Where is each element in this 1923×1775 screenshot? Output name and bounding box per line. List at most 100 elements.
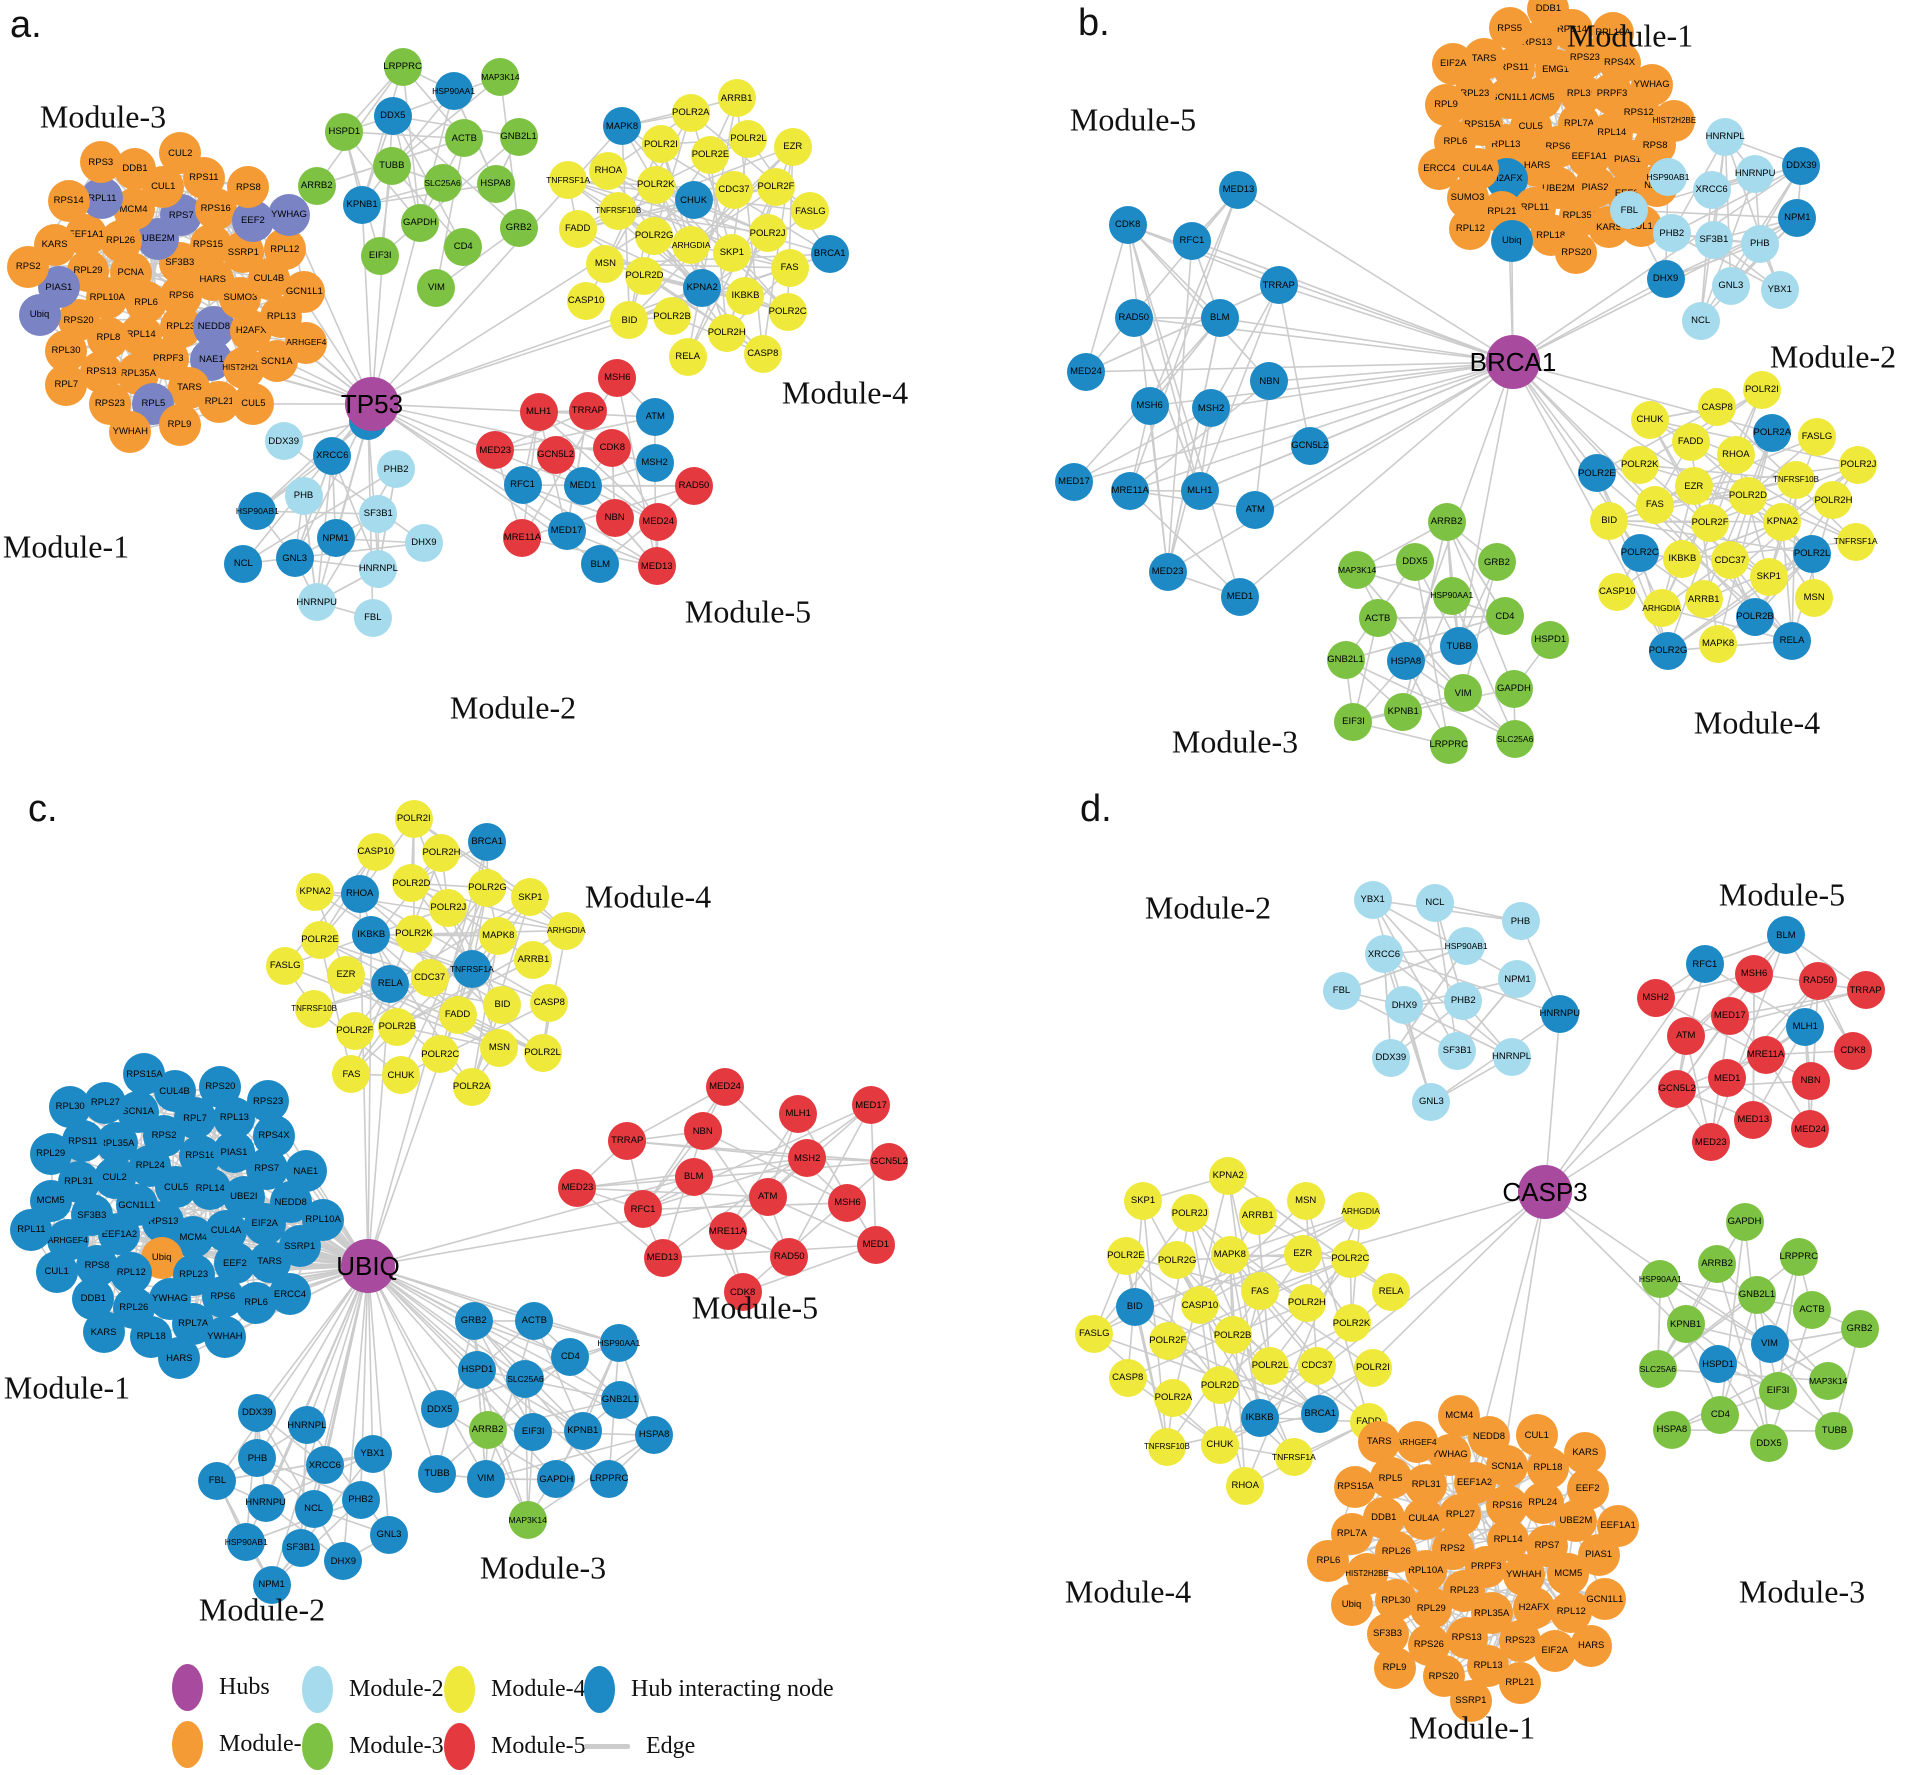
node-FASLG: FASLG [266, 947, 305, 986]
edge [1544, 1013, 1561, 1193]
edge [1129, 380, 1270, 492]
node-CHUK: CHUK [381, 1056, 420, 1095]
node-HSP90AA1: HSP90AA1 [1639, 1259, 1682, 1298]
edge [1671, 164, 1802, 235]
node-TNFRSF1A: TNFRSF1A [1272, 1438, 1316, 1477]
edge [1596, 406, 1718, 475]
node-CDC37: CDC37 [714, 171, 753, 210]
node-VIM: VIM [466, 1460, 505, 1499]
edge [1544, 963, 1706, 1193]
edge [1726, 980, 1819, 1080]
module-label-d-module-1: Module-1 [1408, 1709, 1536, 1746]
node-KPNA2: KPNA2 [1209, 1156, 1248, 1195]
node-RPL29: RPL29 [1410, 1587, 1453, 1630]
edge [1693, 436, 1818, 488]
edge [1719, 1294, 1758, 1416]
node-RPL21: RPL21 [1498, 1661, 1541, 1704]
node-NBN: NBN [595, 498, 634, 537]
edge [1372, 899, 1518, 981]
node-FBL: FBL [1610, 191, 1649, 230]
legend-label: Edge [646, 1733, 696, 1759]
node-MRE11A: MRE11A [1746, 1035, 1785, 1074]
node-LRPPRC: LRPPRC [590, 1459, 628, 1498]
node-LRPPRC: LRPPRC [1779, 1237, 1818, 1276]
node-MED23: MED23 [476, 431, 515, 470]
node-RPL10A: RPL10A [1592, 11, 1635, 54]
node-MAPK8: MAPK8 [603, 107, 642, 146]
node-POLR2G: POLR2G [468, 868, 507, 907]
node-MSN: MSN [1795, 578, 1834, 617]
edge [1278, 284, 1514, 363]
node-BLM: BLM [674, 1157, 713, 1196]
node-BLM: BLM [1766, 916, 1805, 955]
node-MSH6: MSH6 [828, 1183, 867, 1222]
node-EZR: EZR [1674, 467, 1713, 506]
node-MSH6: MSH6 [1735, 954, 1774, 993]
edge [410, 882, 504, 1006]
node-RELA: RELA [1773, 621, 1812, 660]
edge [1671, 232, 1781, 291]
edge [1659, 1278, 1829, 1382]
node-POLR2C: POLR2C [421, 1035, 459, 1074]
node-RPS11: RPS11 [182, 157, 225, 200]
node-SF3B1: SF3B1 [1694, 220, 1733, 259]
node-MED23: MED23 [1148, 552, 1187, 591]
module-label-b-module-5: Module-5 [1069, 101, 1197, 138]
node-RELA: RELA [371, 965, 410, 1004]
node-ARHGEF4: ARHGEF4 [1395, 1420, 1438, 1463]
edge [1085, 189, 1240, 373]
node-IKBKB: IKBKB [1240, 1398, 1279, 1437]
edge [1167, 1340, 1321, 1415]
node-YWHAH: YWHAH [203, 1315, 246, 1358]
node-DDB1: DDB1 [1362, 1496, 1405, 1539]
node-CD4: CD4 [444, 227, 483, 266]
node-PIAS1: PIAS1 [1577, 1534, 1620, 1577]
edge [1073, 407, 1212, 483]
edge [1729, 989, 1866, 1017]
node-POLR2C: POLR2C [768, 292, 807, 331]
node-TRRAP: TRRAP [1259, 266, 1298, 305]
node-HSP90AB1: HSP90AB1 [1646, 158, 1689, 197]
node-YBX1: YBX1 [1760, 270, 1799, 309]
node-MSH2: MSH2 [1192, 389, 1231, 428]
edge [316, 468, 397, 603]
node-ACTB: ACTB [1358, 599, 1397, 638]
node-EIF3I: EIF3I [361, 237, 400, 276]
node-POLR2J: POLR2J [1839, 445, 1878, 484]
edge [1512, 361, 1813, 555]
node-PHB: PHB [238, 1439, 277, 1478]
node-RFC1: RFC1 [1685, 945, 1724, 984]
node-LRPPRC: LRPPRC [383, 47, 422, 86]
node-MLH1: MLH1 [1180, 471, 1219, 510]
node-MAPK8: MAPK8 [479, 916, 518, 955]
node-MSH6: MSH6 [598, 358, 637, 397]
node-POLR2F: POLR2F [1148, 1321, 1187, 1360]
edge [1238, 189, 1514, 363]
legend-item-module-4: Module-4 [444, 1666, 586, 1713]
edge [1462, 562, 1498, 694]
edge [1657, 1368, 1829, 1382]
node-RHOA: RHOA [340, 874, 379, 913]
edge [1371, 899, 1458, 1052]
edge [1191, 239, 1514, 363]
node-ARRB2: ARRB2 [1427, 502, 1466, 541]
node-MSH2: MSH2 [1636, 978, 1675, 1017]
node-NAE1: NAE1 [284, 1150, 327, 1193]
node-GNB2L1: GNB2L1 [1738, 1275, 1776, 1314]
node-GCN5L2: GCN5L2 [1290, 427, 1329, 466]
edge [797, 1113, 877, 1246]
node-HSP90AA1: HSP90AA1 [432, 72, 475, 111]
node-MLH1: MLH1 [519, 392, 558, 431]
node-POLR2H: POLR2H [422, 833, 460, 872]
edge [1129, 490, 1241, 598]
edge [1512, 361, 1669, 652]
node-POLR2K: POLR2K [636, 166, 675, 205]
node-YWHAH: YWHAH [109, 410, 152, 453]
edge [371, 90, 455, 405]
edge [256, 419, 369, 512]
edge [413, 818, 531, 899]
node-RAD50: RAD50 [1114, 298, 1153, 337]
node-POLR2L: POLR2L [523, 1034, 562, 1073]
edge [367, 1265, 438, 1475]
